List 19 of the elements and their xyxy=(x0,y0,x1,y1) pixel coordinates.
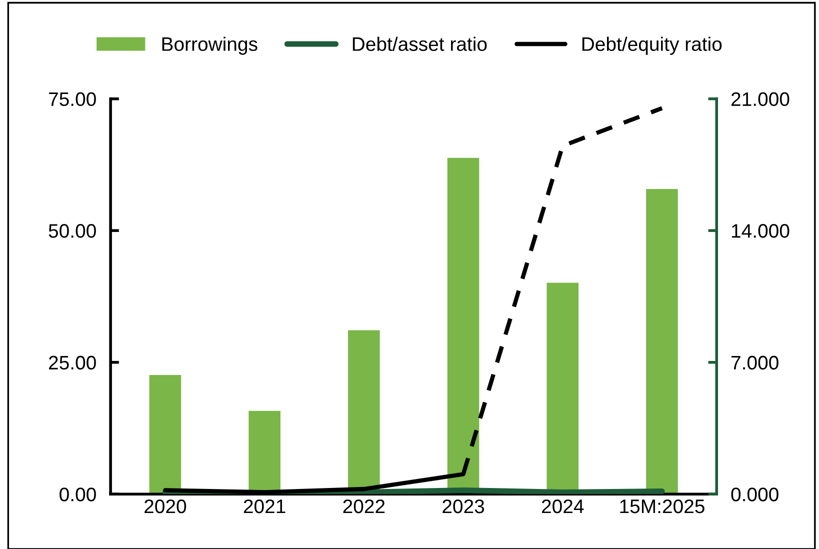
y-tick-label: 75.00 xyxy=(49,92,96,106)
x-tick-label: 2022 xyxy=(343,499,385,514)
y-tick-label: 0.00 xyxy=(60,488,96,502)
y2-tick-label: 14.000 xyxy=(732,224,790,238)
bar xyxy=(149,374,182,494)
x-tick-label: 15M:2025 xyxy=(620,499,704,514)
y2-tick-label: 21.000 xyxy=(731,92,790,106)
legend-label: Debt/asset ratio xyxy=(352,36,487,51)
x-tick-label: 2021 xyxy=(244,499,286,514)
y2-tick-label: 0.000 xyxy=(731,488,778,502)
x-tick-label: 2020 xyxy=(144,499,186,514)
x-tick-label: 2024 xyxy=(542,499,584,514)
legend-label: Borrowings xyxy=(162,36,258,55)
y2-tick-label: 7.000 xyxy=(732,356,778,370)
y-tick-label: 25.00 xyxy=(49,356,96,370)
y-tick-label: 50.00 xyxy=(48,224,96,238)
bar xyxy=(646,188,678,494)
legend-label: Debt/equity ratio xyxy=(582,36,722,55)
x-tick-label: 2023 xyxy=(442,499,484,514)
